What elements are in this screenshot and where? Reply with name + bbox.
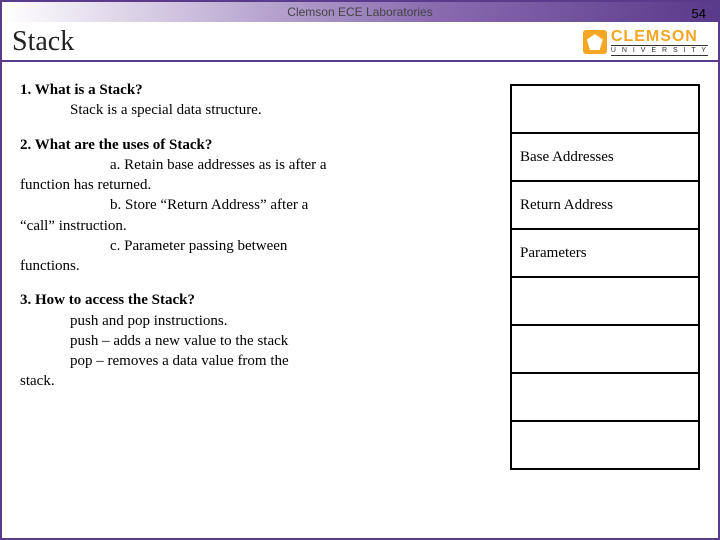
section-line: push – adds a new value to the stack <box>20 331 482 351</box>
page-title: Stack <box>12 26 74 58</box>
section-line: a. Retain base addresses as is after a <box>20 155 482 175</box>
section-0: 1. What is a Stack?Stack is a special da… <box>20 80 482 121</box>
logo-sub: U N I V E R S I T Y <box>611 45 708 56</box>
section-line: “call” instruction. <box>20 216 482 236</box>
header-bar: Clemson ECE Laboratories 54 <box>2 2 718 22</box>
stack-cell <box>511 325 699 373</box>
paw-icon <box>583 30 607 54</box>
section-heading: 3. How to access the Stack? <box>20 290 482 310</box>
slide: Clemson ECE Laboratories 54 Stack CLEMSO… <box>0 0 720 540</box>
section-1: 2. What are the uses of Stack?a. Retain … <box>20 135 482 277</box>
section-line: function has returned. <box>20 175 482 195</box>
stack-cell <box>511 373 699 421</box>
stack-cell: Return Address <box>511 181 699 229</box>
section-line: push and pop instructions. <box>20 311 482 331</box>
logo-main: CLEMSON <box>611 29 708 45</box>
section-heading: 1. What is a Stack? <box>20 80 482 100</box>
content: 1. What is a Stack?Stack is a special da… <box>2 62 718 470</box>
lab-title: Clemson ECE Laboratories <box>287 5 432 19</box>
stack-row: Parameters <box>511 229 699 277</box>
section-line: Stack is a special data structure. <box>20 100 482 120</box>
logo-text: CLEMSON U N I V E R S I T Y <box>611 29 708 56</box>
stack-row: Return Address <box>511 181 699 229</box>
section-line: c. Parameter passing between <box>20 236 482 256</box>
stack-cell: Base Addresses <box>511 133 699 181</box>
stack-cell <box>511 277 699 325</box>
stack-diagram: Base AddressesReturn AddressParameters <box>510 84 700 470</box>
stack-cell <box>511 85 699 133</box>
left-column: 1. What is a Stack?Stack is a special da… <box>20 80 482 470</box>
section-2: 3. How to access the Stack?push and pop … <box>20 290 482 391</box>
stack-row <box>511 85 699 133</box>
stack-row: Base Addresses <box>511 133 699 181</box>
stack-row <box>511 325 699 373</box>
section-line: stack. <box>20 371 482 391</box>
stack-cell: Parameters <box>511 229 699 277</box>
clemson-logo: CLEMSON U N I V E R S I T Y <box>583 29 708 56</box>
stack-row <box>511 421 699 469</box>
right-column: Base AddressesReturn AddressParameters <box>510 80 700 470</box>
stack-row <box>511 277 699 325</box>
section-line: functions. <box>20 256 482 276</box>
section-heading: 2. What are the uses of Stack? <box>20 135 482 155</box>
section-line: pop – removes a data value from the <box>20 351 482 371</box>
page-number: 54 <box>692 4 706 24</box>
stack-cell <box>511 421 699 469</box>
section-line: b. Store “Return Address” after a <box>20 195 482 215</box>
stack-row <box>511 373 699 421</box>
title-row: Stack CLEMSON U N I V E R S I T Y <box>2 22 718 62</box>
